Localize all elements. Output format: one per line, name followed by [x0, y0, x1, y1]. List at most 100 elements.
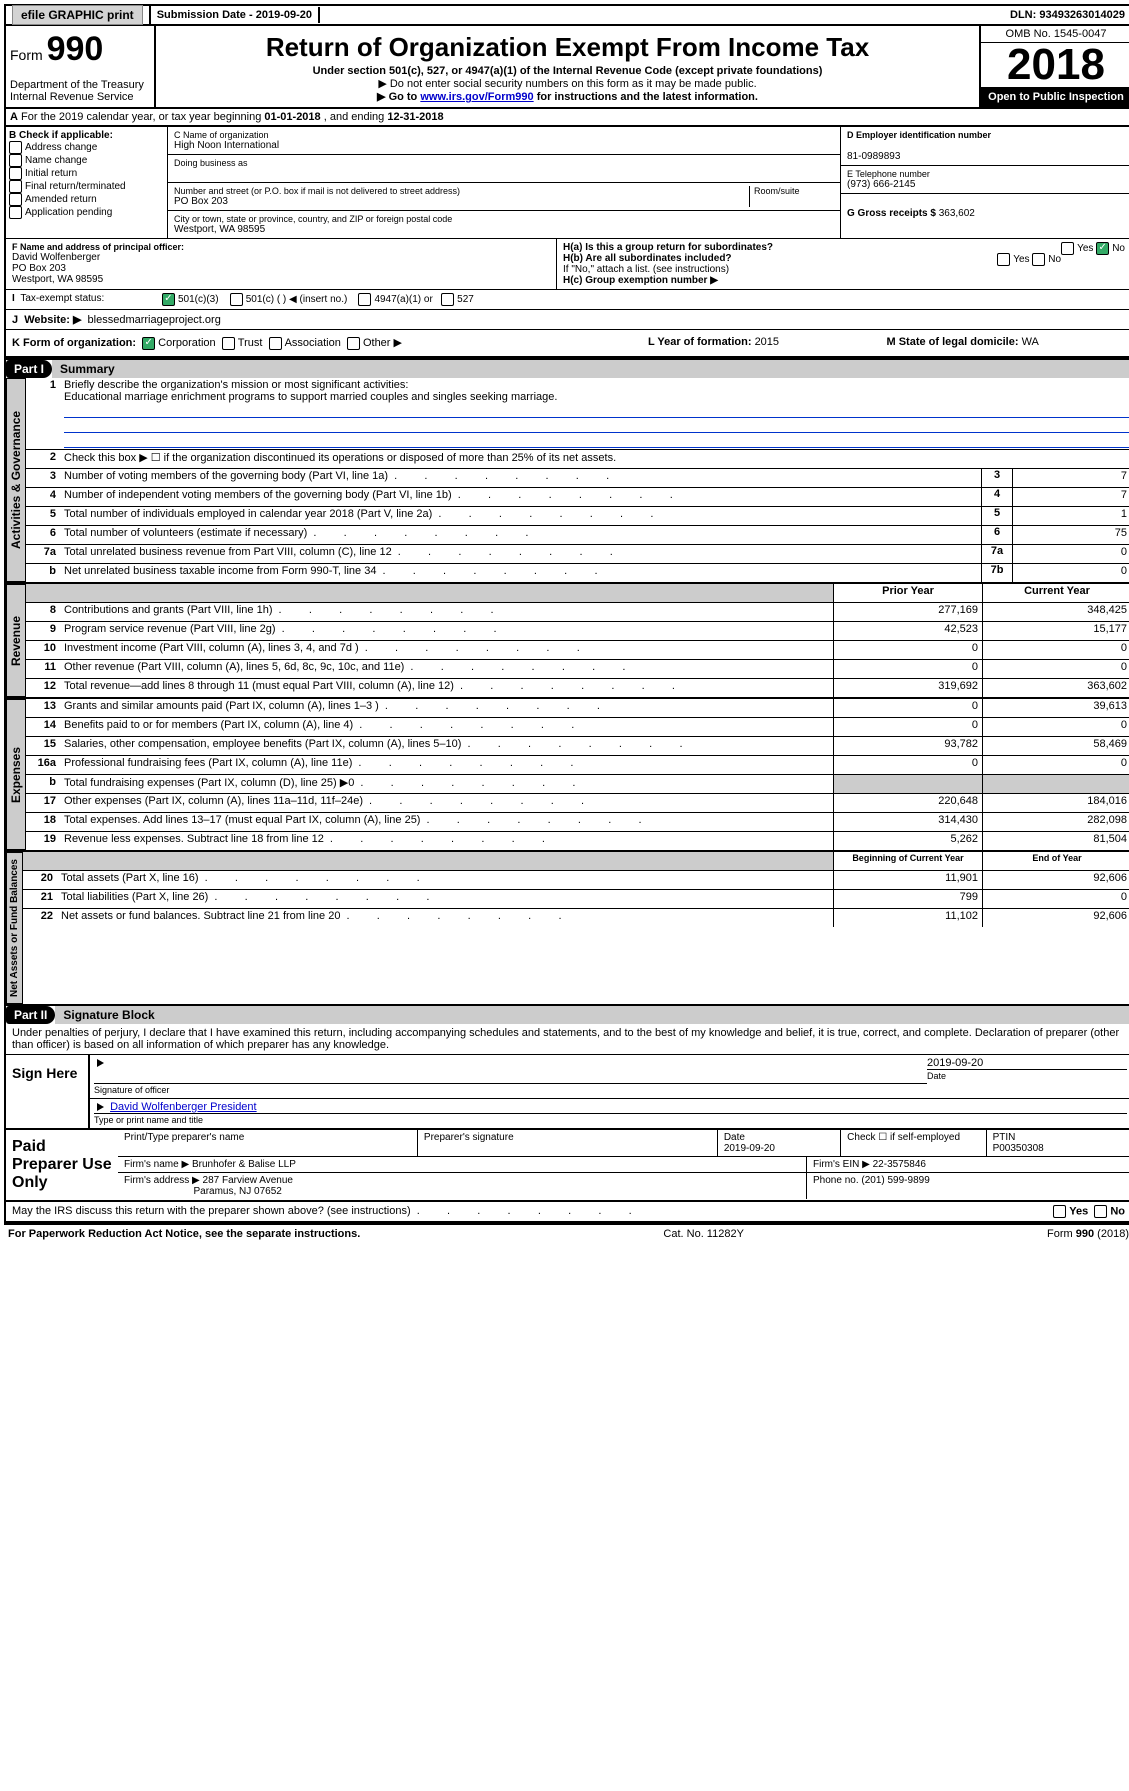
l2-text: Check this box ▶ ☐ if the organization d… [62, 450, 1129, 468]
firm-phone: (201) 599-9899 [861, 1175, 929, 1186]
chk-initial-return[interactable] [9, 167, 22, 180]
chk-discuss-yes[interactable] [1053, 1205, 1066, 1218]
footer-left: For Paperwork Reduction Act Notice, see … [8, 1228, 360, 1240]
form-title: Return of Organization Exempt From Incom… [160, 32, 975, 63]
block-j: J Website: ▶ blessedmarriageproject.org [4, 310, 1129, 330]
chk-527[interactable] [441, 293, 454, 306]
addr-label: Number and street (or P.O. box if mail i… [174, 186, 749, 196]
part1-badge: Part I [6, 360, 52, 378]
net-assets-section: Net Assets or Fund Balances Beginning of… [4, 852, 1129, 1006]
section-a: A For the 2019 calendar year, or tax yea… [4, 109, 1129, 127]
paid-preparer-label: Paid Preparer Use Only [6, 1130, 118, 1200]
org-name: High Noon International [174, 140, 834, 151]
opt-assoc: Association [285, 337, 341, 349]
dba-label: Doing business as [174, 158, 834, 168]
hdr-prior-year: Prior Year [833, 584, 982, 602]
opt-corp: Corporation [158, 337, 215, 349]
period-pre: For the 2019 calendar year, or tax year … [21, 111, 264, 123]
tax-year: 2018 [981, 43, 1129, 87]
sign-here-label: Sign Here [6, 1055, 88, 1128]
chk-app-pending[interactable] [9, 206, 22, 219]
part1-header: Part I Summary [4, 358, 1129, 378]
activities-governance: Activities & Governance 1 Briefly descri… [4, 378, 1129, 584]
chk-ha-no[interactable] [1096, 242, 1109, 255]
chk-hb-no[interactable] [1032, 253, 1045, 266]
ha-label: H(a) Is this a group return for subordin… [563, 242, 773, 253]
opt-trust: Trust [238, 337, 263, 349]
chk-corp[interactable] [142, 337, 155, 350]
note-goto-post: for instructions and the latest informat… [534, 91, 758, 103]
chk-501c[interactable] [230, 293, 243, 306]
vtab-revenue: Revenue [6, 584, 26, 697]
firm-name-lbl: Firm's name ▶ [124, 1159, 189, 1170]
signature-block: Under penalties of perjury, I declare th… [4, 1024, 1129, 1130]
d-label: D Employer identification number [847, 130, 1125, 140]
chk-4947[interactable] [358, 293, 371, 306]
sig-date-label: Date [927, 1071, 946, 1081]
gross-receipts: 363,602 [939, 208, 975, 219]
chk-discuss-no[interactable] [1094, 1205, 1107, 1218]
g-label: G Gross receipts $ [847, 208, 939, 219]
prep-name-hdr: Print/Type preparer's name [118, 1130, 418, 1156]
website-value: blessedmarriageproject.org [88, 314, 221, 326]
discuss-row: May the IRS discuss this return with the… [4, 1202, 1129, 1223]
block-bcdeg: B Check if applicable: Address change Na… [4, 127, 1129, 239]
footer-right-pre: Form [1047, 1228, 1076, 1240]
l-label: L Year of formation: [648, 336, 755, 348]
note-goto-pre: ▶ Go to [377, 91, 420, 103]
firm-name: Brunhofer & Balise LLP [192, 1159, 296, 1170]
submission-date-label: Submission Date - [157, 9, 256, 21]
officer-addr1: PO Box 203 [12, 263, 550, 274]
irs-link[interactable]: www.irs.gov/Form990 [420, 91, 533, 103]
chk-other[interactable] [347, 337, 360, 350]
note-ssn: ▶ Do not enter social security numbers o… [160, 77, 975, 90]
period-start: 01-01-2018 [264, 111, 320, 123]
footer-right: 990 [1076, 1228, 1094, 1240]
firm-addr1: 287 Farview Avenue [203, 1175, 293, 1186]
chk-501c3[interactable] [162, 293, 175, 306]
vtab-expenses: Expenses [6, 699, 26, 850]
block-klm: K Form of organization: Corporation Trus… [4, 330, 1129, 358]
form-header: Form 990 Department of the Treasury Inte… [4, 26, 1129, 109]
chk-trust[interactable] [222, 337, 235, 350]
expenses-section: Expenses 13Grants and similar amounts pa… [4, 699, 1129, 852]
chk-assoc[interactable] [269, 337, 282, 350]
officer-name-link[interactable]: David Wolfenberger President [110, 1101, 257, 1113]
l1-label: Briefly describe the organization's miss… [64, 379, 1129, 391]
block-i: I Tax-exempt status: 501(c)(3) 501(c) ( … [4, 290, 1129, 310]
org-address: PO Box 203 [174, 196, 749, 207]
mission-text: Educational marriage enrichment programs… [64, 391, 1129, 403]
opt-initial-return: Initial return [25, 168, 77, 179]
chk-amended[interactable] [9, 193, 22, 206]
opt-4947: 4947(a)(1) or [374, 294, 432, 305]
chk-ha-yes[interactable] [1061, 242, 1074, 255]
chk-final-return[interactable] [9, 180, 22, 193]
opt-name-change: Name change [25, 155, 87, 166]
hdr-current-year: Current Year [982, 584, 1129, 602]
ha-yes: Yes [1077, 243, 1093, 254]
vtab-netassets: Net Assets or Fund Balances [6, 852, 23, 1004]
firm-addr2: Paramus, NJ 07652 [193, 1186, 281, 1197]
hdr-begin-year: Beginning of Current Year [833, 852, 982, 870]
chk-hb-yes[interactable] [997, 253, 1010, 266]
prep-date-val: 2019-09-20 [724, 1143, 775, 1154]
firm-addr-lbl: Firm's address ▶ [124, 1175, 200, 1186]
ptin-hdr: PTIN [993, 1132, 1016, 1143]
hb-yes: Yes [1013, 254, 1029, 265]
prep-date-hdr: Date [724, 1132, 745, 1143]
hdr-end-year: End of Year [982, 852, 1129, 870]
j-label: Website: ▶ [24, 314, 81, 326]
efile-button[interactable]: efile GRAPHIC print [12, 5, 143, 25]
chk-name-change[interactable] [9, 154, 22, 167]
firm-ein: 22-3575846 [873, 1159, 926, 1170]
phone-value: (973) 666-2145 [847, 179, 1125, 190]
hb-no: No [1048, 254, 1061, 265]
year-formation: 2015 [755, 336, 779, 348]
city-label: City or town, state or province, country… [174, 214, 834, 224]
sig-officer-label: Signature of officer [94, 1085, 169, 1095]
dept-treasury: Department of the Treasury Internal Reve… [10, 79, 150, 103]
footer-mid: Cat. No. 11282Y [663, 1228, 744, 1240]
paid-preparer-block: Paid Preparer Use Only Print/Type prepar… [4, 1130, 1129, 1202]
prep-sig-hdr: Preparer's signature [418, 1130, 718, 1156]
chk-address-change[interactable] [9, 141, 22, 154]
